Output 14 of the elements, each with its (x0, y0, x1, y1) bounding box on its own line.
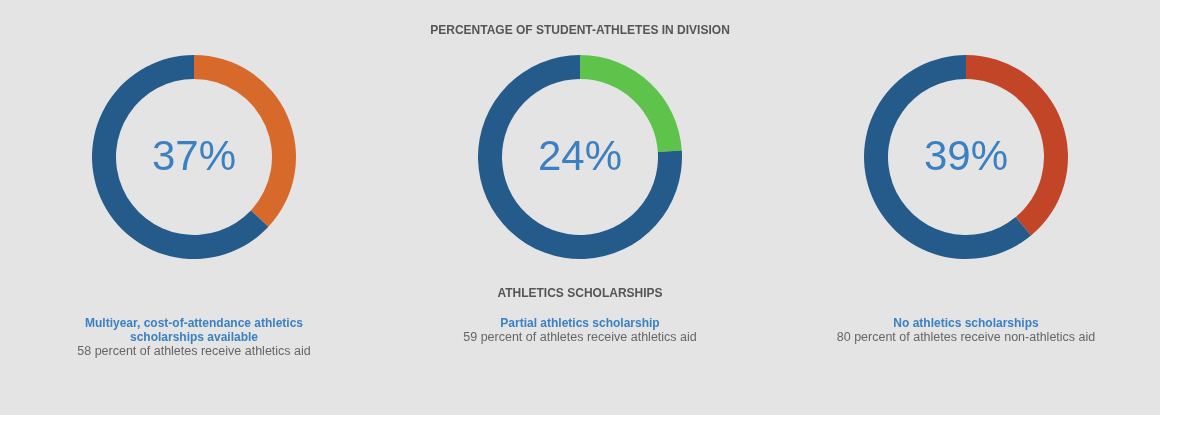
donut-slice (864, 55, 1032, 259)
donut-slice (478, 55, 682, 259)
chart-title: PERCENTAGE OF STUDENT-ATHLETES IN DIVISION (430, 23, 730, 37)
text: Partial athletics scholarship (500, 316, 660, 330)
data-label: 24% (537, 132, 623, 179)
donut-slice (92, 55, 269, 259)
data-label: 37% (151, 132, 237, 179)
text: Multiyear, cost-of-attendance athletics scholarships available (84, 316, 304, 344)
text: 58 percent of athletes receive athletics aid (77, 344, 311, 358)
data-label: 39% (923, 132, 1009, 179)
text: 59 percent of athletes receive athletics aid (463, 330, 697, 344)
text: ATHLETICS SCHOLARSHIPS (497, 286, 663, 300)
text: No athletics scholarships (893, 316, 1040, 330)
text: 80 percent of athletes receive non-athletics aid (836, 330, 1096, 344)
